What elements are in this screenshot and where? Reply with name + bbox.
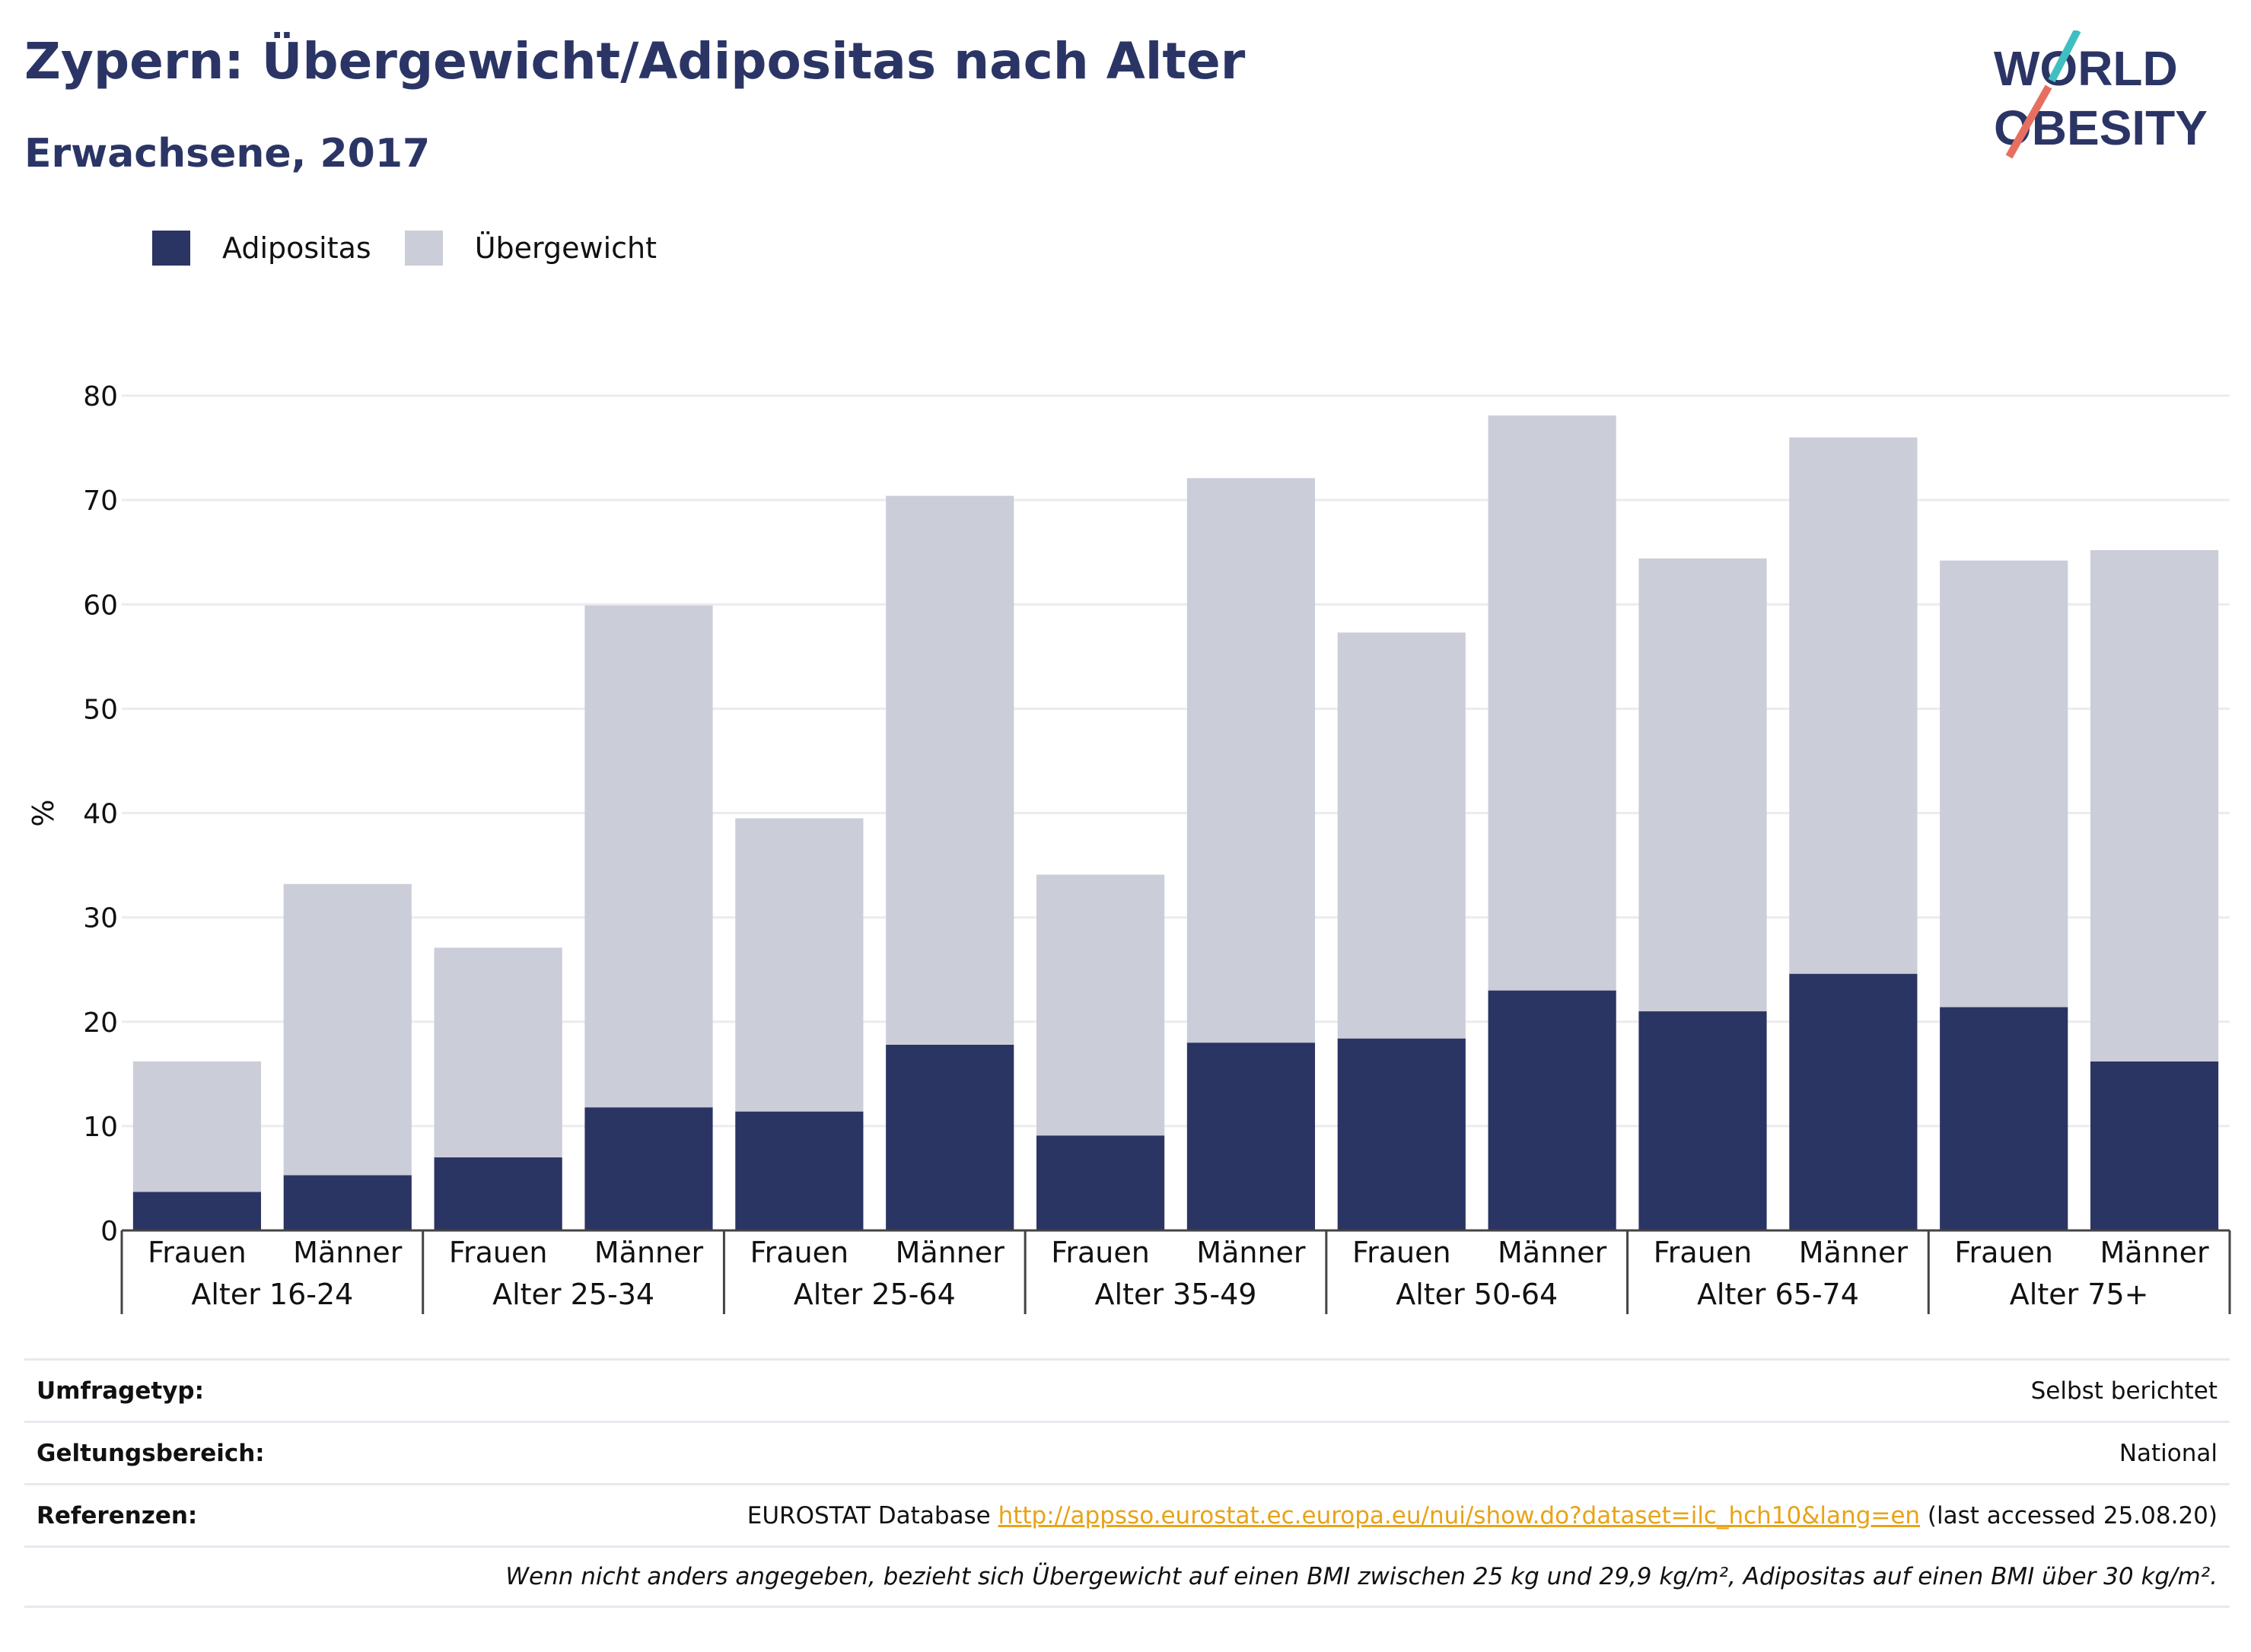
logo-line1: WORLD bbox=[1994, 41, 2178, 96]
legend-swatch-adipositas bbox=[152, 231, 190, 266]
x-tick-label-sex: Männer bbox=[594, 1236, 704, 1269]
bar-adipositas bbox=[584, 1107, 713, 1230]
bar-uebergewicht bbox=[1488, 415, 1616, 991]
bar-adipositas bbox=[1488, 990, 1616, 1230]
bar-adipositas bbox=[434, 1157, 562, 1230]
references-source: EUROSTAT Database bbox=[747, 1501, 991, 1529]
y-tick-label: 60 bbox=[83, 590, 118, 621]
metadata-table: Umfragetyp: Selbst berichtet Geltungsber… bbox=[24, 1358, 2230, 1608]
bar-uebergewicht bbox=[1638, 558, 1767, 1012]
meta-row-survey-type: Umfragetyp: Selbst berichtet bbox=[24, 1358, 2230, 1421]
y-tick-label: 20 bbox=[83, 1007, 118, 1039]
bar-adipositas bbox=[1036, 1135, 1165, 1230]
y-tick-label: 70 bbox=[83, 485, 118, 517]
x-group-label: Alter 65-74 bbox=[1697, 1278, 1859, 1311]
bar-uebergewicht bbox=[1186, 478, 1316, 1043]
x-group-label: Alter 35-49 bbox=[1095, 1278, 1257, 1311]
x-tick-label-sex: Männer bbox=[2100, 1236, 2209, 1269]
x-tick-label-sex: Frauen bbox=[750, 1236, 849, 1269]
bmi-definition-note: Wenn nicht anders angegeben, bezieht sic… bbox=[505, 1563, 2218, 1590]
bar-adipositas bbox=[283, 1175, 412, 1230]
bar-adipositas bbox=[1940, 1007, 2068, 1230]
meta-label-survey-type: Umfragetyp: bbox=[37, 1377, 204, 1405]
bar-adipositas bbox=[886, 1044, 1014, 1230]
meta-value-scope: National bbox=[2119, 1439, 2218, 1467]
x-tick-label-sex: Männer bbox=[293, 1236, 403, 1269]
legend-label-adipositas: Adipositas bbox=[222, 231, 371, 265]
y-axis-label: % bbox=[27, 799, 60, 826]
y-tick-label: 0 bbox=[100, 1216, 118, 1247]
chart-title: Zypern: Übergewicht/Adipositas nach Alte… bbox=[24, 32, 1246, 91]
x-tick-label-sex: Männer bbox=[896, 1236, 1005, 1269]
meta-row-references: Referenzen: EUROSTAT Database http://app… bbox=[24, 1483, 2230, 1545]
bar-adipositas bbox=[2090, 1061, 2219, 1230]
bar-adipositas bbox=[1638, 1011, 1767, 1230]
references-link[interactable]: http://appsso.eurostat.ec.europa.eu/nui/… bbox=[998, 1501, 1921, 1529]
bar-uebergewicht bbox=[886, 495, 1014, 1045]
meta-value-survey-type: Selbst berichtet bbox=[2030, 1377, 2218, 1405]
bar-uebergewicht bbox=[1789, 437, 1918, 974]
x-group-label: Alter 75+ bbox=[2010, 1278, 2149, 1311]
y-tick-label: 40 bbox=[83, 799, 118, 830]
x-group-label: Alter 25-34 bbox=[492, 1278, 654, 1311]
x-tick-label-sex: Männer bbox=[1498, 1236, 1607, 1269]
bar-uebergewicht bbox=[2090, 549, 2219, 1062]
meta-row-scope: Geltungsbereich: National bbox=[24, 1421, 2230, 1483]
y-tick-label: 50 bbox=[83, 694, 118, 725]
bar-chart: 0 10 20 30 40 50 60 70 80% Frauen Männer Alter 16-2… bbox=[27, 381, 2231, 1314]
references-accessed: (last accessed 25.08.20) bbox=[1927, 1501, 2218, 1529]
bar-adipositas bbox=[132, 1192, 262, 1230]
x-group-label: Alter 16-24 bbox=[191, 1278, 353, 1311]
y-tick-label: 30 bbox=[83, 903, 118, 934]
meta-label-scope: Geltungsbereich: bbox=[37, 1439, 265, 1467]
meta-value-references: EUROSTAT Database http://appsso.eurostat… bbox=[747, 1502, 2218, 1529]
logo-accent-bottom bbox=[2005, 84, 2052, 159]
bar-uebergewicht bbox=[1036, 874, 1165, 1136]
y-tick-label: 10 bbox=[83, 1112, 118, 1143]
bar-uebergewicht bbox=[132, 1061, 262, 1192]
x-tick-label-sex: Frauen bbox=[1654, 1236, 1753, 1269]
x-tick-label-sex: Frauen bbox=[449, 1236, 548, 1269]
legend: Adipositas Übergewicht bbox=[152, 225, 690, 271]
bar-uebergewicht bbox=[434, 947, 562, 1158]
legend-item-uebergewicht: Übergewicht bbox=[404, 231, 657, 266]
x-tick-label-sex: Männer bbox=[1799, 1236, 1909, 1269]
bar-adipositas bbox=[1789, 973, 1918, 1230]
y-tick-label: 80 bbox=[83, 381, 118, 412]
x-group-label: Alter 25-64 bbox=[794, 1278, 956, 1311]
bar-uebergewicht bbox=[1940, 560, 2068, 1007]
x-tick-label-sex: Frauen bbox=[148, 1236, 247, 1269]
x-tick-label-sex: Frauen bbox=[1051, 1236, 1150, 1269]
bar-uebergewicht bbox=[735, 818, 864, 1112]
chart-subtitle: Erwachsene, 2017 bbox=[24, 131, 431, 177]
x-group-label: Alter 50-64 bbox=[1396, 1278, 1558, 1311]
legend-item-adipositas: Adipositas bbox=[152, 231, 371, 266]
legend-swatch-uebergewicht bbox=[404, 231, 443, 266]
x-tick-label-sex: Frauen bbox=[1954, 1236, 2053, 1269]
x-tick-label-sex: Frauen bbox=[1352, 1236, 1451, 1269]
logo-accent-top bbox=[2048, 30, 2081, 83]
meta-label-references: Referenzen: bbox=[37, 1501, 198, 1529]
bar-adipositas bbox=[1186, 1042, 1316, 1230]
meta-row-note: Wenn nicht anders angegeben, bezieht sic… bbox=[24, 1545, 2230, 1608]
x-tick-label-sex: Männer bbox=[1196, 1236, 1306, 1269]
bar-adipositas bbox=[1337, 1038, 1466, 1230]
world-obesity-logo: WORLD OBESITY bbox=[1994, 30, 2208, 159]
bar-uebergewicht bbox=[584, 605, 713, 1108]
bar-uebergewicht bbox=[283, 883, 412, 1176]
bar-uebergewicht bbox=[1337, 632, 1466, 1039]
legend-label-uebergewicht: Übergewicht bbox=[474, 231, 657, 265]
bar-adipositas bbox=[735, 1111, 864, 1230]
